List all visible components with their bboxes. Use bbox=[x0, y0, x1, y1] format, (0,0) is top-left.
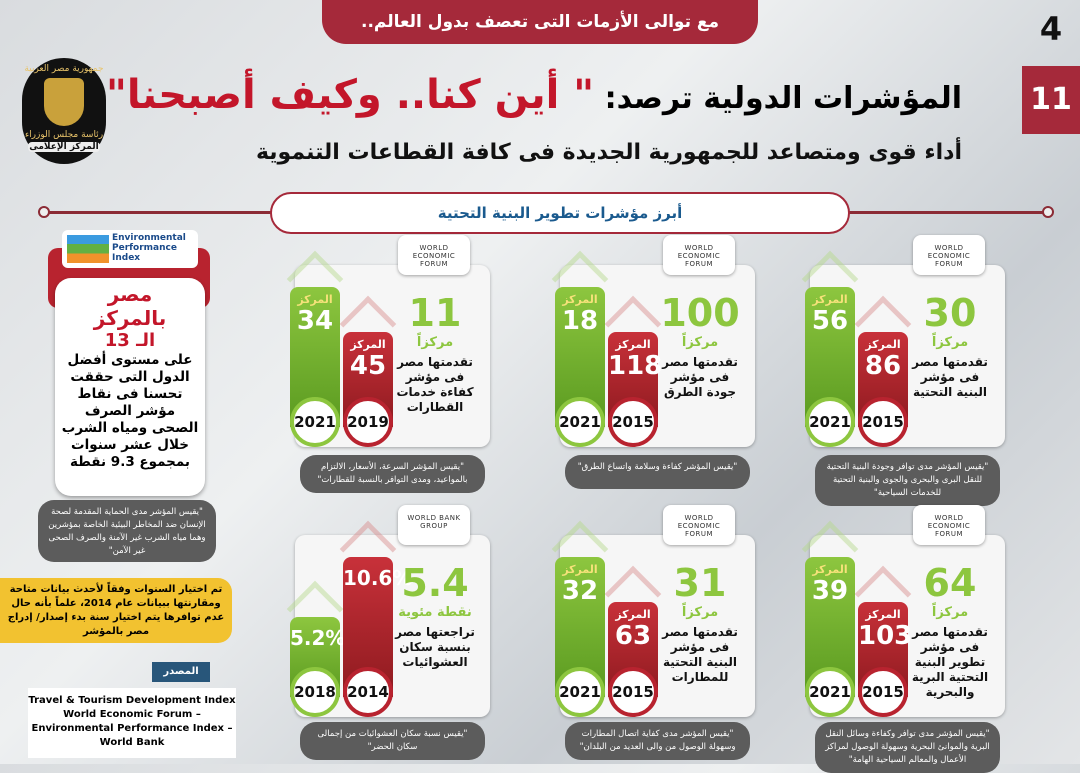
epi-line1: مصر bbox=[107, 282, 153, 306]
page-number: 11 bbox=[1022, 66, 1080, 134]
old-year-badge: 2015 bbox=[608, 667, 658, 717]
new-rank-value: 56 bbox=[811, 306, 849, 336]
rank-label: المركز bbox=[562, 563, 598, 576]
indicator-description: تقدمتها مصر فى مؤشر البنية التحتية للمطا… bbox=[662, 625, 738, 684]
epi-box: مصر بالمركز الـ 13 على مستوى أفضل الدول … bbox=[55, 278, 205, 496]
old-rank-value: 45 bbox=[349, 351, 387, 381]
indicator-card: WORLD ECONOMIC FORUM المركز 34 المركز 45… bbox=[285, 235, 500, 450]
epi-mark-icon bbox=[67, 235, 109, 263]
indicator-card: WORLD BANK GROUP 5.2% 10.6% 2018 2014 5.… bbox=[285, 505, 500, 720]
top-banner: مع توالى الأزمات التى تعصف بدول العالم.. bbox=[322, 0, 758, 44]
indicator-description: تقدمتها مصر فى مؤشر تطوير البنية التحتية… bbox=[911, 625, 989, 699]
page-title: المؤشرات الدولية ترصد: " أين كنا.. وكيف … bbox=[106, 72, 962, 118]
rank-label: المركز bbox=[297, 293, 333, 306]
source-logo: WORLD ECONOMIC FORUM bbox=[398, 235, 470, 275]
old-rank-value: 103 bbox=[858, 621, 913, 651]
rank-label: المركز bbox=[865, 608, 901, 621]
source-label: المصدر bbox=[152, 662, 210, 682]
rank-label: المركز bbox=[350, 338, 386, 351]
epi-note: "يقيس المؤشر مدى الحماية المقدمة لصحة ال… bbox=[38, 500, 216, 562]
new-rank-value: 34 bbox=[296, 306, 334, 336]
indicator-description: تقدمتها مصر فى مؤشر جودة الطرق bbox=[662, 355, 738, 399]
new-rank-value: 39 bbox=[811, 576, 849, 606]
improvement-value: 64 bbox=[923, 561, 977, 605]
old-year-badge: 2019 bbox=[343, 397, 393, 447]
indicator-card: WORLD ECONOMIC FORUM المركز 32 المركز 63… bbox=[550, 505, 765, 720]
indicator-card: WORLD ECONOMIC FORUM المركز 56 المركز 86… bbox=[800, 235, 1015, 450]
new-year-badge: 2021 bbox=[555, 397, 605, 447]
source-text: Travel & Tourism Development Index World… bbox=[28, 688, 236, 758]
cabinet-media-center-logo: جمهورية مصر العربية رئاسة مجلس الوزراء ا… bbox=[22, 58, 106, 164]
improvement-value: 11 bbox=[408, 291, 462, 335]
source-logo: WORLD ECONOMIC FORUM bbox=[913, 235, 985, 275]
logo-top-text: جمهورية مصر العربية bbox=[24, 64, 104, 74]
improvement-value: 5.4 bbox=[401, 561, 469, 605]
improvement-unit: مركزاً bbox=[931, 605, 969, 620]
indicator-note: "يقيس نسبة سكان العشوائيات من إجمالى سكا… bbox=[300, 722, 485, 760]
improvement-unit: مركزاً bbox=[416, 335, 454, 350]
epi-line3: الـ 13 bbox=[104, 330, 156, 351]
rank-label: المركز bbox=[865, 338, 901, 351]
indicator-note: "يقيس المؤشر مدى توافر وجودة البنية التح… bbox=[815, 455, 1000, 506]
title-highlight: " أين كنا.. وكيف أصبحنا" bbox=[106, 72, 595, 118]
old-rank-value: 118 bbox=[608, 351, 663, 381]
rank-label: المركز bbox=[812, 563, 848, 576]
indicator-description: تراجعتها مصر بنسبة سكان العشوائيات bbox=[395, 625, 475, 669]
old-year-badge: 2015 bbox=[858, 397, 908, 447]
indicator-card: WORLD ECONOMIC FORUM المركز 39 المركز 10… bbox=[800, 505, 1015, 720]
improvement-unit: مركزاً bbox=[931, 335, 969, 350]
divider-dot bbox=[38, 206, 50, 218]
eagle-icon bbox=[44, 78, 84, 126]
old-year-badge: 2015 bbox=[858, 667, 908, 717]
page-subtitle: أداء قوى ومتصاعد للجمهورية الجديدة فى كا… bbox=[255, 140, 962, 165]
indicator-note: "يقيس المؤشر كفاءة وسلامة واتساع الطرق" bbox=[565, 455, 750, 489]
new-year-badge: 2018 bbox=[290, 667, 340, 717]
rank-label: المركز bbox=[812, 293, 848, 306]
epi-logo: Environmental Performance Index bbox=[62, 230, 198, 268]
indicator-note: "يقيس المؤشر السرعة، الأسعار، الالتزام ب… bbox=[300, 455, 485, 493]
source-logo: WORLD ECONOMIC FORUM bbox=[663, 505, 735, 545]
epi-body: على مستوى أفضل الدول التى حققت تحسنا فى … bbox=[61, 352, 199, 470]
indicator-card: WORLD ECONOMIC FORUM المركز 18 المركز 11… bbox=[550, 235, 765, 450]
source-logo: WORLD ECONOMIC FORUM bbox=[913, 505, 985, 545]
indicator-note: "يقيس المؤشر مدى توافر وكفاءة وسائل النق… bbox=[815, 722, 1000, 773]
old-rank-value: 63 bbox=[614, 621, 652, 651]
improvement-unit: مركزاً bbox=[681, 335, 719, 350]
new-year-badge: 2021 bbox=[805, 667, 855, 717]
old-year-badge: 2014 bbox=[343, 667, 393, 717]
new-year-badge: 2021 bbox=[555, 667, 605, 717]
new-rank-value: 32 bbox=[561, 576, 599, 606]
improvement-value: 30 bbox=[923, 291, 977, 335]
epi-logo-text: Environmental Performance Index bbox=[112, 233, 186, 263]
rank-label: المركز bbox=[615, 608, 651, 621]
title-prefix: المؤشرات الدولية ترصد: bbox=[604, 81, 962, 116]
methodology-note: تم اختيار السنوات وفقاً لأحدث بيانات متا… bbox=[0, 578, 232, 643]
improvement-unit: نقطة مئوية bbox=[398, 605, 472, 620]
rank-label: المركز bbox=[562, 293, 598, 306]
old-rank-value: 10.6% bbox=[343, 566, 413, 590]
divider-dot bbox=[1042, 206, 1054, 218]
new-rank-value: 5.2% bbox=[290, 626, 346, 650]
logo-bottom-text: المركز الإعلامى bbox=[28, 142, 100, 152]
indicator-note: "يقيس المؤشر مدى كفاية اتصال المطارات وس… bbox=[565, 722, 750, 760]
epi-line2: بالمركز bbox=[93, 306, 167, 330]
logo-middle-text: رئاسة مجلس الوزراء bbox=[24, 130, 104, 140]
section-title: أبرز مؤشرات تطوير البنية التحتية bbox=[270, 192, 850, 234]
new-year-badge: 2021 bbox=[290, 397, 340, 447]
new-rank-bar: المركز 56 bbox=[805, 287, 855, 427]
indicator-description: تقدمتها مصر فى مؤشر كفاءة خدمات القطارات bbox=[396, 355, 474, 414]
indicator-description: تقدمتها مصر فى مؤشر البنية التحتية bbox=[912, 355, 988, 399]
old-rank-value: 86 bbox=[864, 351, 902, 381]
old-year-badge: 2015 bbox=[608, 397, 658, 447]
new-rank-value: 18 bbox=[561, 306, 599, 336]
improvement-unit: مركزاً bbox=[681, 605, 719, 620]
source-logo: WORLD ECONOMIC FORUM bbox=[663, 235, 735, 275]
improvement-value: 31 bbox=[673, 561, 727, 605]
new-year-badge: 2021 bbox=[805, 397, 855, 447]
rank-label: المركز bbox=[615, 338, 651, 351]
improvement-value: 100 bbox=[660, 291, 740, 335]
page-number-small: 4 bbox=[1039, 10, 1063, 48]
source-logo: WORLD BANK GROUP bbox=[398, 505, 470, 545]
